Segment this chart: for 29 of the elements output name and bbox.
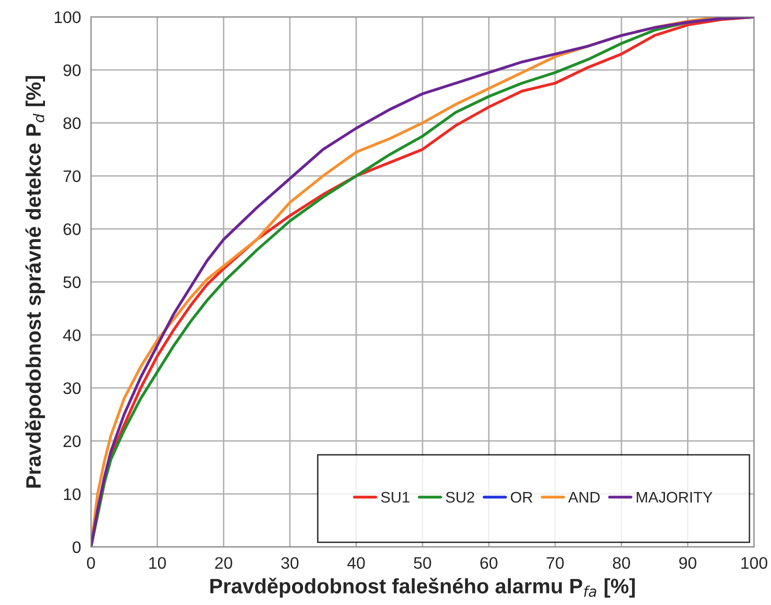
y-tick-label: 60	[64, 223, 81, 236]
y-tick-label: 0	[72, 541, 81, 554]
x-tick-label: 60	[480, 557, 498, 569]
legend-label: AND	[568, 492, 600, 502]
y-tick-label: 50	[63, 276, 81, 288]
x-tick-label: 100	[741, 557, 768, 569]
x-tick-label: 0	[86, 557, 95, 569]
x-tick-label: 70	[546, 557, 564, 569]
x-tick-label: 10	[149, 557, 166, 569]
x-tick-label: 50	[414, 557, 432, 569]
y-tick-label: 40	[63, 329, 81, 342]
y-tick-label: 70	[64, 170, 81, 182]
y-tick-label: 30	[63, 382, 81, 394]
legend-label: SU1	[381, 492, 410, 503]
legend-label: OR	[510, 492, 532, 503]
x-tick-label: 80	[612, 557, 630, 569]
legend-label: MAJORITY	[636, 492, 712, 503]
x-tick-label: 90	[679, 557, 696, 569]
y-axis-title: Pravděpodobnost správné detekce P$_{d}$ [%]	[25, 76, 45, 488]
y-tick-label: 100	[54, 11, 81, 24]
legend-label: SU2	[446, 492, 474, 503]
y-tick-label: 80	[63, 117, 81, 130]
y-tick-label: 90	[64, 64, 81, 76]
y-tick-label: 20	[64, 435, 81, 448]
y-tick-label: 10	[64, 488, 81, 500]
x-tick-label: 20	[215, 557, 232, 569]
x-tick-label: 30	[281, 557, 299, 569]
x-axis-title: Pravděpodobnost falešného alarmu P$_{fa}$ [%]	[210, 578, 635, 598]
x-tick-label: 40	[347, 557, 365, 569]
